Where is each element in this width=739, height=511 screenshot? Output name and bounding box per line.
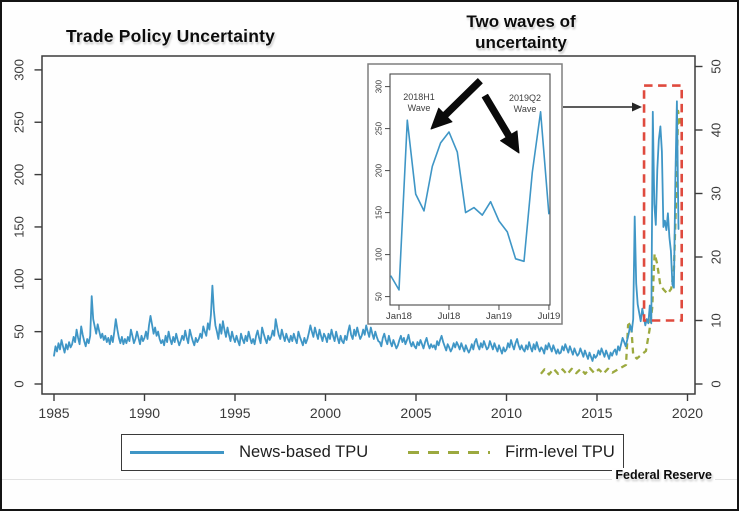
highlight-box-two-waves	[642, 84, 684, 322]
left-axis-tick-label: 50	[12, 324, 27, 338]
left-axis-tick-label: 300	[12, 59, 27, 81]
wave-label-text: Wave	[513, 103, 537, 114]
x-axis-tick-label: 2000	[310, 405, 341, 421]
x-axis-tick-label: 1985	[38, 405, 69, 421]
wave-label-text: Wave	[407, 102, 431, 113]
legend-label-firm-tpu: Firm-level TPU	[505, 443, 615, 461]
annotation-arrow-2019q2-icon	[481, 93, 520, 154]
x-axis-tick-label: 2010	[491, 405, 522, 421]
firm-level-tpu-line	[540, 109, 682, 376]
annotation-title-line2: uncertainty	[475, 33, 567, 52]
annotation-title: Two waves of uncertainty	[425, 11, 617, 53]
right-axis-tick-label: 50	[709, 59, 724, 73]
x-axis-tick-label: 1995	[219, 405, 250, 421]
right-axis-tick-label: 40	[709, 123, 724, 137]
legend: News-based TPU Firm-level TPU	[121, 434, 624, 471]
x-axis-tick-label: 2015	[581, 405, 612, 421]
wave-label-text: 2018H1	[403, 92, 435, 102]
inset-y-tick-label: 250	[374, 121, 383, 135]
inset-wave-label-2019q2: 2019Q2 Wave	[499, 93, 551, 114]
inset-plot-frame	[389, 73, 551, 306]
firm-tpu-dashed-swatch-icon	[408, 450, 491, 455]
chart-title: Trade Policy Uncertainty	[66, 26, 276, 46]
left-axis-tick-label: 150	[12, 216, 27, 238]
annotation-arrow-2018h1-icon	[430, 78, 483, 130]
right-axis-tick-label: 10	[709, 313, 724, 327]
x-axis-tick-label: 2020	[672, 405, 703, 421]
legend-item-firm-tpu: Firm-level TPU	[408, 443, 615, 462]
inset-x-tick-label: Jan19	[486, 311, 512, 322]
news-based-tpu-line	[53, 100, 680, 362]
inset-y-tick-label: 50	[374, 292, 383, 301]
inset-news-tpu-line	[390, 111, 550, 291]
inset-x-tick-label: Jul19	[538, 311, 561, 322]
inset-y-tick-label: 150	[374, 205, 383, 219]
inset-x-tick-label: Jan18	[386, 311, 412, 322]
inset-y-tick-label: 100	[374, 247, 383, 261]
legend-label-news-tpu: News-based TPU	[239, 443, 369, 461]
left-axis-tick-label: 100	[12, 268, 27, 290]
source-attribution: Federal Reserve	[612, 468, 715, 482]
inset-chart: 50 100 150 200 250 300 Jan18 Jul18 Jan19 Jul19	[367, 63, 563, 325]
right-axis-tick-label: 30	[709, 186, 724, 200]
x-axis-tick-label: 1990	[129, 405, 160, 421]
left-axis-tick-label: 0	[12, 380, 27, 387]
inset-y-tick-label: 200	[374, 163, 383, 177]
left-axis-tick-label: 200	[12, 164, 27, 186]
annotation-title-line1: Two waves of	[466, 12, 576, 31]
inset-connector-arrowhead-icon	[632, 102, 642, 112]
legend-item-news-tpu: News-based TPU	[130, 443, 368, 462]
main-plot-frame	[41, 55, 696, 395]
inset-y-tick-label: 300	[374, 79, 383, 93]
right-axis-tick-label: 0	[709, 380, 724, 387]
right-axis-tick-label: 20	[709, 250, 724, 264]
inset-wave-label-2018h1: 2018H1 Wave	[393, 92, 445, 113]
left-axis-tick-label: 250	[12, 111, 27, 133]
footer-divider-line	[2, 479, 737, 480]
news-tpu-line-swatch-icon	[130, 450, 225, 455]
wave-label-text: 2019Q2	[508, 93, 542, 103]
x-axis-tick-label: 2005	[400, 405, 431, 421]
inset-x-tick-label: Jul18	[438, 311, 461, 322]
